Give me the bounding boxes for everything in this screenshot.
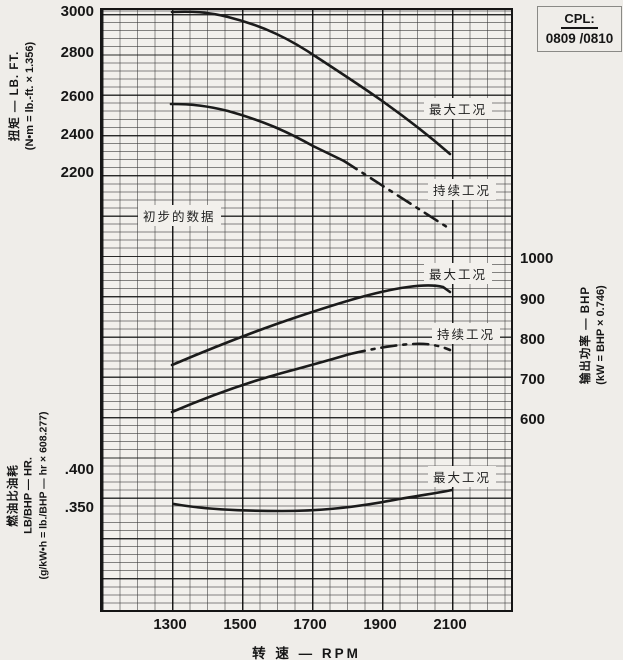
torque-continuous-label: 持续工况 [428, 179, 497, 200]
fuel-axis-title: 燃油比油耗 LB/BHP — HR. (g/kW•h = lb./BHP — h… [7, 389, 54, 603]
fuel-max-label: 最大工况 [428, 466, 497, 487]
torque-axis-title-line2: (N•m = lb.-ft. × 1.356) [24, 41, 36, 151]
torque-continuous-curve-dashdot [342, 159, 452, 231]
fuel-max-curve [172, 488, 454, 513]
power-tick-800: 800 [520, 331, 546, 348]
power-continuous-curve-solid [170, 352, 352, 414]
torque-max-label: 最大工况 [424, 98, 493, 119]
power-max-label: 最大工况 [424, 263, 493, 284]
power-tick-600: 600 [520, 411, 546, 428]
rpm-axis-title: 转 速 — RPM [252, 646, 361, 660]
power-axis-title-line1: 输出功率 — BHP [580, 285, 592, 385]
power-continuous-curve-dashdot [348, 342, 452, 356]
torque-continuous-curve-solid [169, 102, 346, 163]
torque-tick-2800: 2800 [60, 44, 94, 61]
torque-tick-2600: 2600 [60, 88, 94, 105]
torque-axis-title: 扭矩 — LB. FT. (N•m = lb.-ft. × 1.356) [8, 6, 40, 186]
rpm-tick-1500: 1500 [223, 616, 257, 633]
power-max-curve [170, 284, 452, 367]
torque-tick-2200: 2200 [60, 164, 94, 181]
cpl-box: CPL: 0809 /0810 [537, 6, 622, 52]
preliminary-data-label: 初步的数据 [138, 205, 221, 226]
fuel-tick-350: .350 [64, 499, 94, 516]
power-axis-title: 输出功率 — BHP (kW = BHP × 0.746) [579, 245, 611, 425]
torque-axis-title-line1: 扭矩 — LB. FT. [9, 50, 21, 142]
plot-grid: 最大工况 持续工况 初步的数据 最大工况 持续工况 最大工况 [100, 8, 513, 612]
torque-max-curve [170, 10, 452, 156]
rpm-tick-2100: 2100 [433, 616, 467, 633]
torque-tick-3000: 3000 [60, 3, 94, 20]
fuel-axis-title-line3: (g/kW•h = lb./BHP — hr × 608.277) [37, 411, 50, 580]
performance-curves [169, 10, 454, 513]
cpl-value: 0809 /0810 [545, 31, 614, 46]
rpm-tick-1900: 1900 [363, 616, 397, 633]
power-tick-700: 700 [520, 371, 546, 388]
power-tick-900: 900 [520, 291, 546, 308]
fuel-tick-400: .400 [64, 461, 94, 478]
power-tick-1000: 1000 [520, 250, 554, 267]
cpl-label: CPL: [561, 11, 598, 29]
power-axis-title-line2: (kW = BHP × 0.746) [595, 285, 607, 385]
rpm-tick-1300: 1300 [153, 616, 187, 633]
power-continuous-label: 持续工况 [432, 323, 501, 344]
rpm-tick-1700: 1700 [293, 616, 327, 633]
torque-tick-2400: 2400 [60, 126, 94, 143]
fuel-axis-title-line2: LB/BHP — HR. [22, 457, 35, 534]
fuel-axis-title-line1: 燃油比油耗 [7, 464, 20, 527]
